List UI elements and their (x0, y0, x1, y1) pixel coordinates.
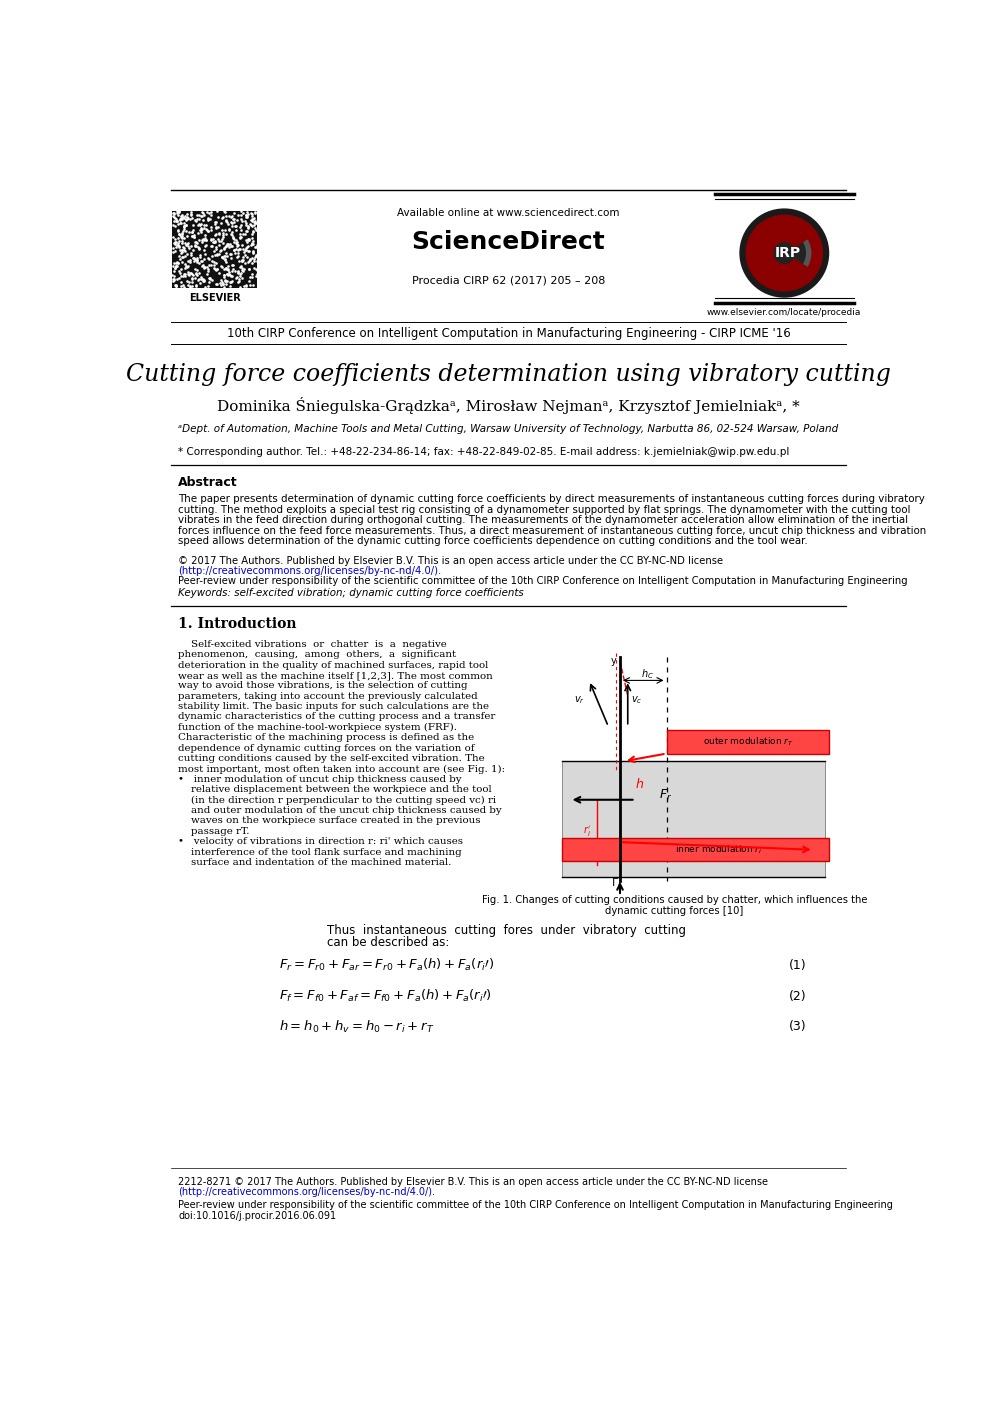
Text: ScienceDirect: ScienceDirect (412, 230, 605, 254)
Text: * Corresponding author. Tel.: +48-22-234-86-14; fax: +48-22-849-02-85. E-mail ad: * Corresponding author. Tel.: +48-22-234… (179, 446, 790, 457)
Text: dynamic cutting forces [10]: dynamic cutting forces [10] (605, 906, 743, 916)
Text: 1. Introduction: 1. Introduction (179, 617, 297, 631)
Text: Available online at www.sciencedirect.com: Available online at www.sciencedirect.co… (397, 208, 620, 217)
Text: IRP: IRP (775, 246, 801, 260)
Text: Cutting force coefficients determination using vibratory cutting: Cutting force coefficients determination… (126, 363, 891, 386)
Text: $F_f = F_{f0} + F_{af} = F_{f0} + F_a(h) + F_a(r_i\prime)$: $F_f = F_{f0} + F_{af} = F_{f0} + F_a(h)… (279, 988, 492, 1005)
Text: Keywords: self-excited vibration; dynamic cutting force coefficients: Keywords: self-excited vibration; dynami… (179, 588, 524, 599)
Circle shape (763, 231, 806, 275)
Text: phenomenon,  causing,  among  others,  a  significant: phenomenon, causing, among others, a sig… (179, 650, 456, 659)
Text: most important, most often taken into account are (see Fig. 1):: most important, most often taken into ac… (179, 765, 505, 773)
Text: surface and indentation of the machined material.: surface and indentation of the machined … (179, 859, 451, 867)
Text: $F_r = F_{r0} + F_{ar} = F_{r0} + F_a(h) + F_a(r_i\prime)$: $F_r = F_{r0} + F_{ar} = F_{r0} + F_a(h)… (279, 957, 494, 974)
Text: way to avoid those vibrations, is the selection of cutting: way to avoid those vibrations, is the se… (179, 682, 468, 690)
Text: •   velocity of vibrations in direction r: ri' which causes: • velocity of vibrations in direction r:… (179, 838, 463, 846)
Text: $\Gamma_i$: $\Gamma_i$ (611, 875, 621, 890)
Text: inner modulation $r_i$: inner modulation $r_i$ (675, 843, 762, 856)
Circle shape (757, 226, 811, 281)
FancyBboxPatch shape (561, 762, 825, 877)
Text: speed allows determination of the dynamic cutting force coefficients dependence : speed allows determination of the dynami… (179, 536, 807, 546)
Text: outer modulation $r_T$: outer modulation $r_T$ (702, 735, 794, 748)
Text: Procedia CIRP 62 (2017) 205 – 208: Procedia CIRP 62 (2017) 205 – 208 (412, 275, 605, 285)
Text: •   inner modulation of uncut chip thickness caused by: • inner modulation of uncut chip thickne… (179, 774, 461, 784)
Text: Peer-review under responsibility of the scientific committee of the 10th CIRP Co: Peer-review under responsibility of the … (179, 1200, 893, 1209)
Text: deterioration in the quality of machined surfaces, rapid tool: deterioration in the quality of machined… (179, 661, 488, 669)
Text: ELSEVIER: ELSEVIER (188, 293, 240, 303)
Text: passage rT.: passage rT. (179, 826, 250, 836)
Text: ᵃDept. of Automation, Machine Tools and Metal Cutting, Warsaw University of Tech: ᵃDept. of Automation, Machine Tools and … (179, 424, 838, 434)
Text: $F_r$: $F_r$ (659, 788, 672, 804)
Text: Characteristic of the machining process is defined as the: Characteristic of the machining process … (179, 734, 474, 742)
Text: stability limit. The basic inputs for such calculations are the: stability limit. The basic inputs for su… (179, 702, 489, 711)
Text: parameters, taking into account the previously calculated: parameters, taking into account the prev… (179, 692, 478, 700)
Text: and outer modulation of the uncut chip thickness caused by: and outer modulation of the uncut chip t… (179, 807, 502, 815)
Text: dependence of dynamic cutting forces on the variation of: dependence of dynamic cutting forces on … (179, 744, 475, 752)
Text: Peer-review under responsibility of the scientific committee of the 10th CIRP Co: Peer-review under responsibility of the … (179, 577, 908, 586)
Text: vibrates in the feed direction during orthogonal cutting. The measurements of th: vibrates in the feed direction during or… (179, 515, 909, 525)
Text: Abstract: Abstract (179, 476, 238, 490)
Text: $v_c$: $v_c$ (631, 693, 643, 706)
Text: function of the machine-tool-workpiece system (FRF).: function of the machine-tool-workpiece s… (179, 723, 457, 732)
Text: Dominika Śniegulska-Grądzkaᵃ, Mirosław Nejmanᵃ, Krzysztof Jemielniakᵃ, *: Dominika Śniegulska-Grądzkaᵃ, Mirosław N… (217, 397, 800, 414)
Circle shape (739, 209, 829, 297)
Text: (http://creativecommons.org/licenses/by-nc-nd/4.0/).: (http://creativecommons.org/licenses/by-… (179, 1187, 435, 1197)
Text: (1): (1) (789, 958, 806, 972)
Text: The paper presents determination of dynamic cutting force coefficients by direct: The paper presents determination of dyna… (179, 494, 926, 505)
Text: Self-excited vibrations  or  chatter  is  a  negative: Self-excited vibrations or chatter is a … (179, 640, 447, 648)
FancyBboxPatch shape (172, 210, 257, 288)
Text: can be described as:: can be described as: (327, 936, 449, 950)
Text: Thus  instantaneous  cutting  fores  under  vibratory  cutting: Thus instantaneous cutting fores under v… (327, 925, 686, 937)
Text: y: y (611, 657, 617, 666)
FancyBboxPatch shape (561, 838, 829, 861)
Text: dynamic characteristics of the cutting process and a transfer: dynamic characteristics of the cutting p… (179, 713, 495, 721)
Text: wear as well as the machine itself [1,2,3]. The most common: wear as well as the machine itself [1,2,… (179, 671, 493, 680)
Text: interference of the tool flank surface and machining: interference of the tool flank surface a… (179, 847, 462, 857)
Text: 10th CIRP Conference on Intelligent Computation in Manufacturing Engineering - C: 10th CIRP Conference on Intelligent Comp… (226, 327, 791, 341)
Text: waves on the workpiece surface created in the previous: waves on the workpiece surface created i… (179, 817, 481, 825)
Circle shape (746, 215, 823, 292)
Text: (3): (3) (789, 1020, 806, 1034)
Text: $h$: $h$ (635, 777, 644, 791)
Text: cutting conditions caused by the self-excited vibration. The: cutting conditions caused by the self-ex… (179, 753, 485, 763)
Text: www.elsevier.com/locate/procedia: www.elsevier.com/locate/procedia (707, 307, 861, 317)
Text: relative displacement between the workpiece and the tool: relative displacement between the workpi… (179, 786, 492, 794)
Text: cutting. The method exploits a special test rig consisting of a dynamometer supp: cutting. The method exploits a special t… (179, 505, 911, 515)
Text: (in the direction r perpendicular to the cutting speed vc) ri: (in the direction r perpendicular to the… (179, 796, 496, 805)
Text: (http://creativecommons.org/licenses/by-nc-nd/4.0/).: (http://creativecommons.org/licenses/by-… (179, 565, 441, 577)
Text: forces influence on the feed force measurements. Thus, a direct measurement of i: forces influence on the feed force measu… (179, 526, 927, 536)
Text: $v_r$: $v_r$ (574, 693, 585, 706)
Text: $h_C$: $h_C$ (641, 668, 654, 680)
Text: doi:10.1016/j.procir.2016.06.091: doi:10.1016/j.procir.2016.06.091 (179, 1211, 336, 1221)
Text: $r_i'$: $r_i'$ (583, 825, 591, 839)
Text: Fig. 1. Changes of cutting conditions caused by chatter, which influences the: Fig. 1. Changes of cutting conditions ca… (481, 895, 867, 905)
Text: 2212-8271 © 2017 The Authors. Published by Elsevier B.V. This is an open access : 2212-8271 © 2017 The Authors. Published … (179, 1177, 768, 1187)
Text: © 2017 The Authors. Published by Elsevier B.V. This is an open access article un: © 2017 The Authors. Published by Elsevie… (179, 556, 723, 565)
FancyBboxPatch shape (667, 731, 829, 753)
Text: (2): (2) (789, 989, 806, 1003)
Text: $h = h_0 + h_v = h_0 - r_i + r_T$: $h = h_0 + h_v = h_0 - r_i + r_T$ (279, 1019, 434, 1035)
